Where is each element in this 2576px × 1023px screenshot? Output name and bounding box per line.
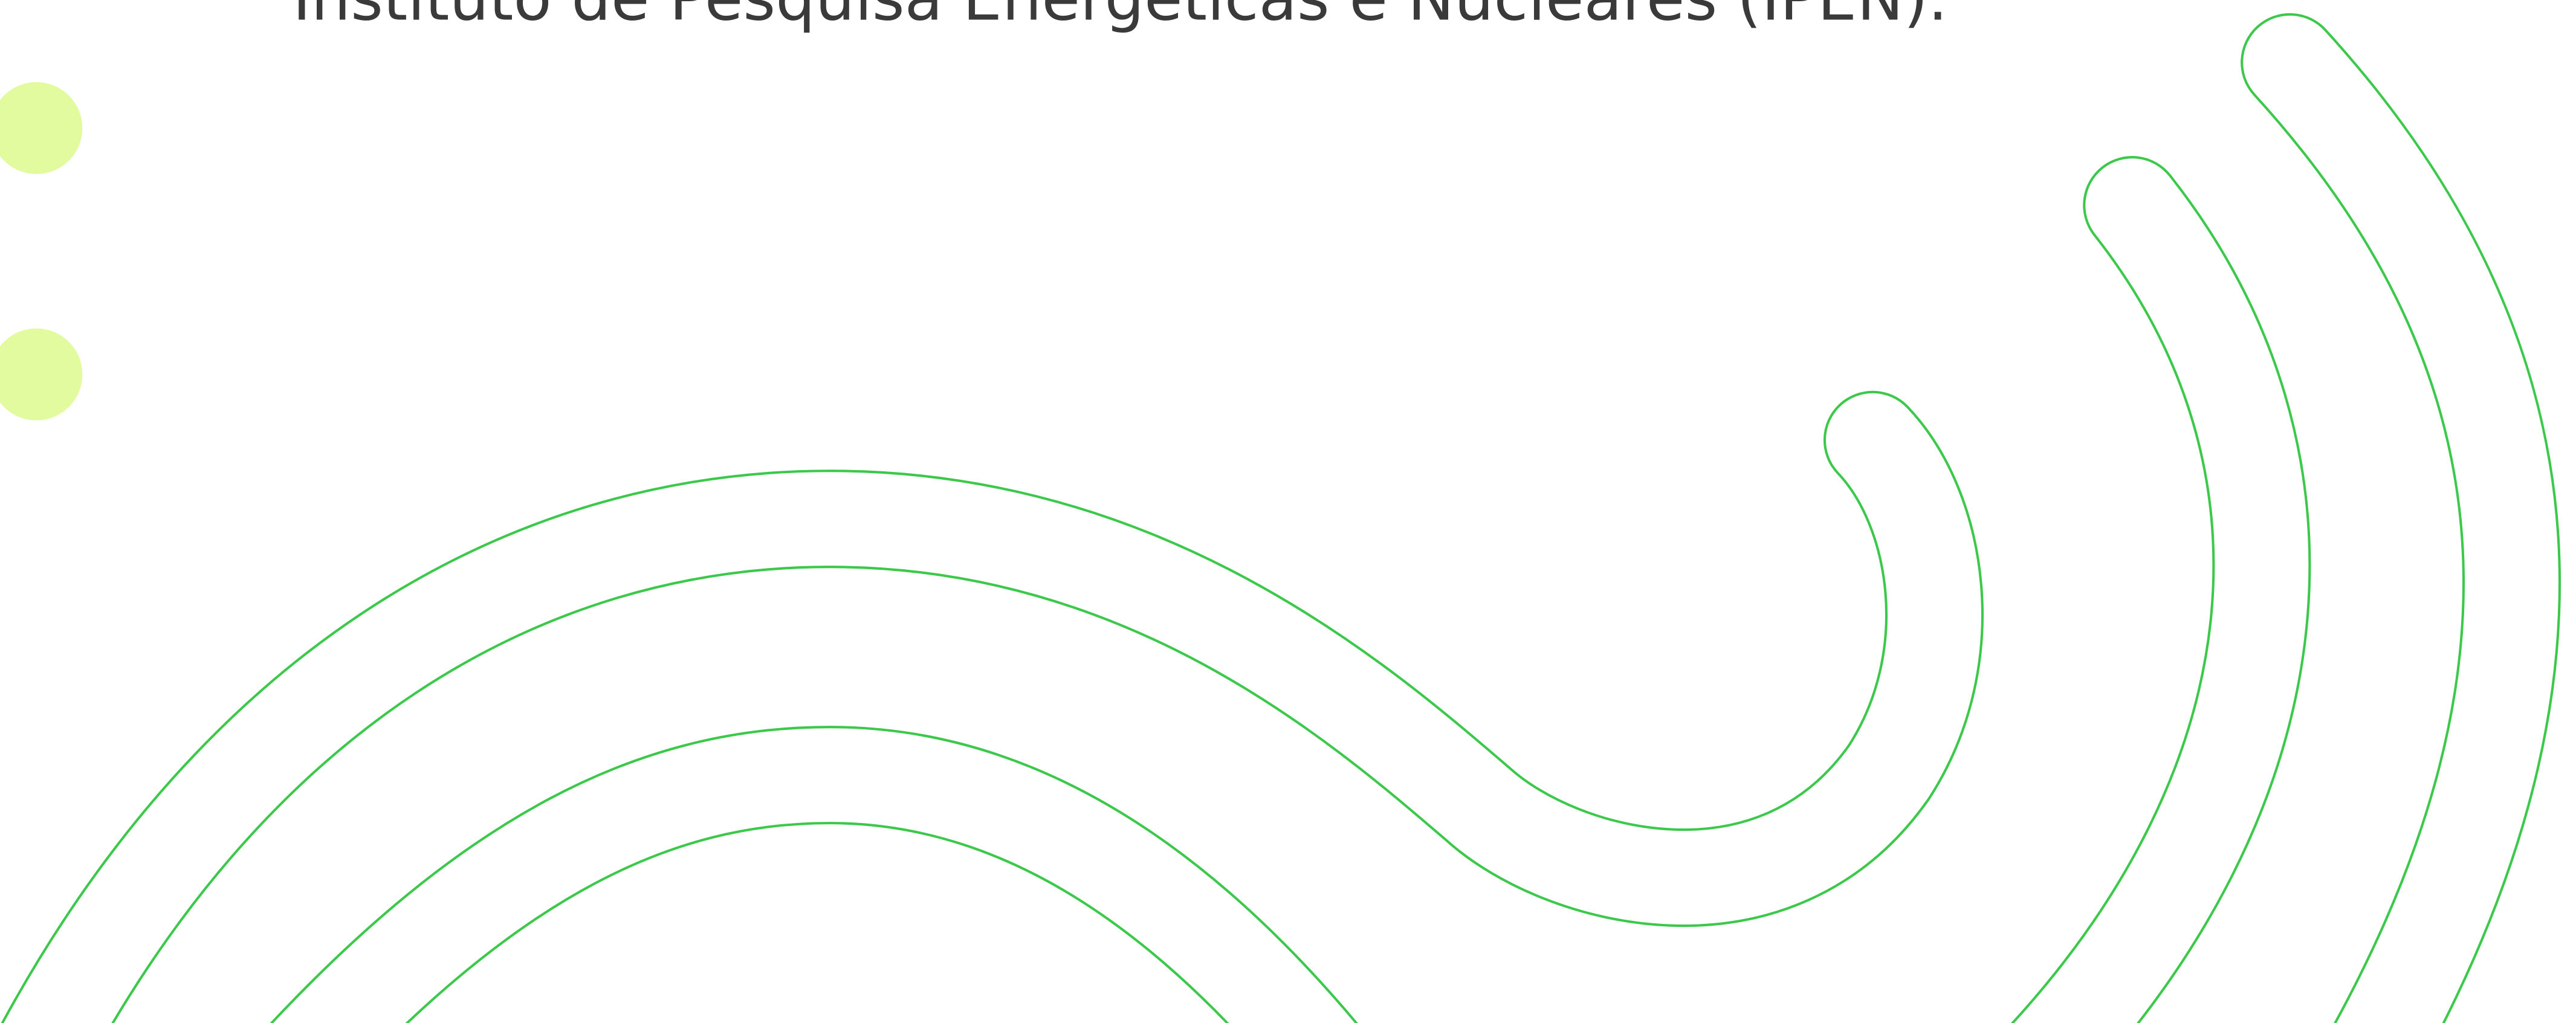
band-fill [2243,15,2558,1023]
band-fill [2014,158,2309,1023]
band-fill [4,393,1981,1023]
caption: Instituto de Pesquisa Energéticas e Nucl… [293,0,1947,35]
dot [0,82,83,175]
wave-decoration [1,13,2561,1023]
dot [0,328,83,421]
band-fill [273,728,1355,1023]
